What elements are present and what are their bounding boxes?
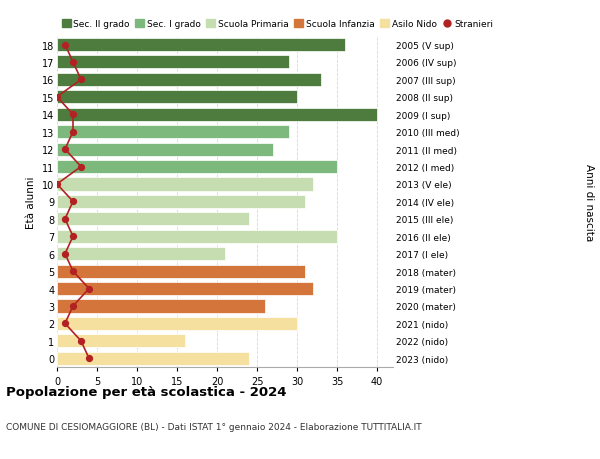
Point: [68, 233, 78, 241]
Point: [60, 216, 70, 223]
Bar: [57, 282, 313, 296]
Bar: [57, 300, 265, 313]
Bar: [57, 91, 297, 104]
Text: Popolazione per età scolastica - 2024: Popolazione per età scolastica - 2024: [6, 386, 287, 398]
Point: [76, 163, 86, 171]
Point: [68, 268, 78, 275]
Point: [84, 355, 94, 362]
Bar: [57, 39, 345, 52]
Point: [52, 181, 62, 188]
Point: [60, 320, 70, 327]
Point: [84, 285, 94, 292]
Text: COMUNE DI CESIOMAGGIORE (BL) - Dati ISTAT 1° gennaio 2024 - Elaborazione TUTTITA: COMUNE DI CESIOMAGGIORE (BL) - Dati ISTA…: [6, 422, 422, 431]
Legend: Sec. II grado, Sec. I grado, Scuola Primaria, Scuola Infanzia, Asilo Nido, Stran: Sec. II grado, Sec. I grado, Scuola Prim…: [62, 20, 493, 29]
Bar: [57, 56, 289, 69]
Bar: [57, 317, 297, 330]
Bar: [57, 178, 313, 191]
Bar: [57, 335, 185, 347]
Text: Anni di nascita: Anni di nascita: [584, 163, 594, 241]
Point: [68, 59, 78, 67]
Bar: [57, 74, 321, 87]
Point: [60, 251, 70, 258]
Bar: [57, 213, 249, 226]
Bar: [57, 230, 337, 243]
Point: [68, 302, 78, 310]
Bar: [57, 126, 289, 139]
Point: [68, 198, 78, 206]
Bar: [57, 143, 273, 157]
Point: [68, 129, 78, 136]
Point: [60, 146, 70, 153]
Y-axis label: Età alunni: Età alunni: [26, 176, 36, 228]
Bar: [57, 265, 305, 278]
Bar: [57, 247, 225, 261]
Bar: [57, 161, 337, 174]
Point: [68, 112, 78, 119]
Point: [60, 42, 70, 49]
Bar: [57, 196, 305, 208]
Bar: [57, 108, 377, 122]
Point: [52, 94, 62, 101]
Point: [76, 77, 86, 84]
Bar: [57, 352, 249, 365]
Point: [76, 337, 86, 345]
